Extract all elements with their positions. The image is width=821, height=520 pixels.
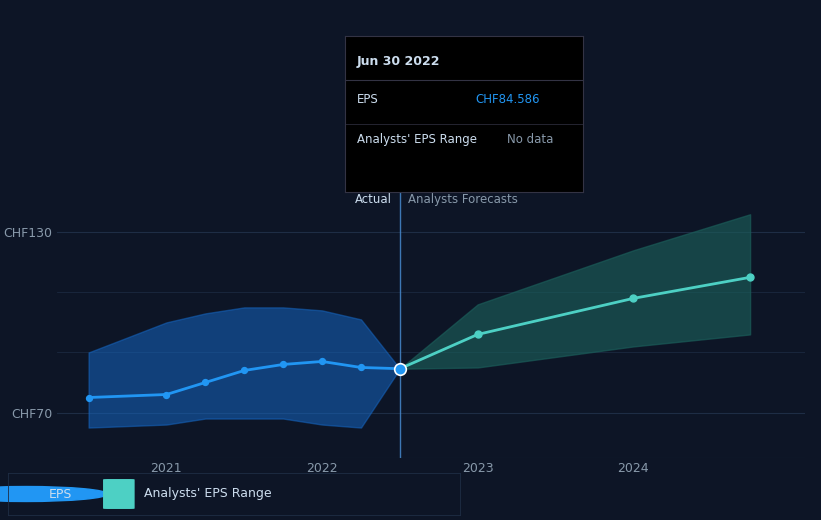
Point xyxy=(744,273,757,281)
FancyBboxPatch shape xyxy=(103,479,135,509)
Point xyxy=(82,393,95,401)
Text: Jun 30 2022: Jun 30 2022 xyxy=(356,55,440,68)
Circle shape xyxy=(0,487,108,501)
Point xyxy=(471,330,484,339)
Point xyxy=(237,366,250,374)
Point xyxy=(199,379,212,387)
Text: Analysts Forecasts: Analysts Forecasts xyxy=(408,193,517,206)
Text: Analysts' EPS Range: Analysts' EPS Range xyxy=(144,488,271,500)
Point xyxy=(315,357,328,366)
Text: No data: No data xyxy=(507,133,553,146)
Text: Actual: Actual xyxy=(355,193,392,206)
Point xyxy=(277,360,290,369)
Point xyxy=(355,363,368,372)
Point xyxy=(626,294,640,303)
Point xyxy=(393,365,406,373)
Text: EPS: EPS xyxy=(356,93,378,106)
Text: CHF84.586: CHF84.586 xyxy=(476,93,540,106)
Point xyxy=(160,391,173,399)
Text: EPS: EPS xyxy=(49,488,72,500)
Text: Analysts' EPS Range: Analysts' EPS Range xyxy=(356,133,477,146)
